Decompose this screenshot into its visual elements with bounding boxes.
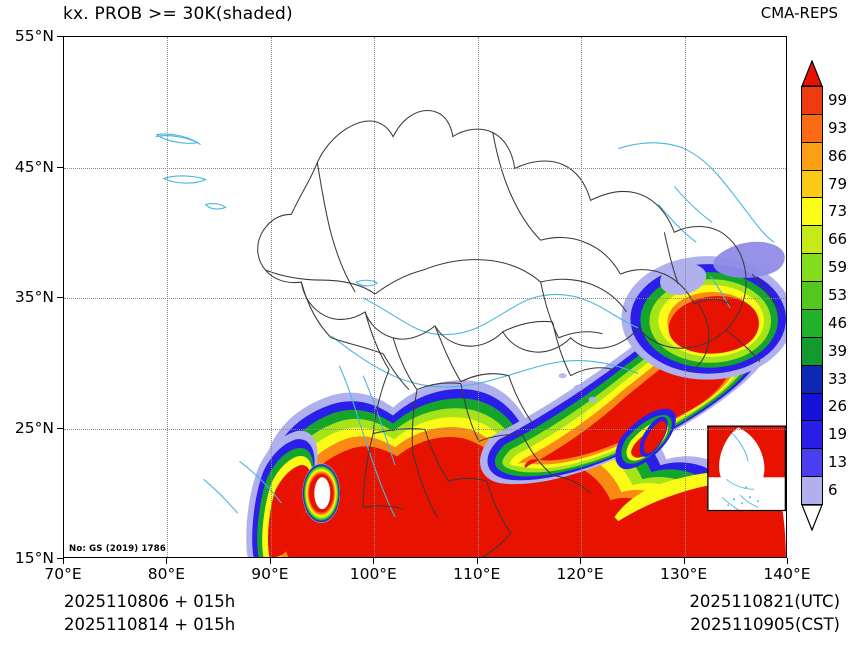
ytick-15N bbox=[57, 558, 63, 559]
xtick-110E bbox=[476, 558, 478, 564]
colorbar-tick-label: 79 bbox=[828, 174, 848, 193]
colorbar-tick-label: 46 bbox=[828, 313, 848, 332]
ytick-25N bbox=[57, 427, 63, 429]
xlabel-80E: 80°E bbox=[147, 565, 186, 583]
colorbar-cell bbox=[801, 448, 823, 478]
colorbar-cell bbox=[801, 336, 823, 366]
inset-panel bbox=[707, 425, 786, 512]
colorbar-cells bbox=[801, 86, 823, 506]
colorbar-tick-label: 33 bbox=[828, 369, 848, 388]
colorbar-cell bbox=[801, 197, 823, 227]
colorbar-tick-label: 13 bbox=[828, 453, 848, 472]
xtick-130E bbox=[683, 558, 685, 564]
xlabel-90E: 90°E bbox=[251, 565, 289, 583]
colorbar-cell bbox=[801, 141, 823, 171]
colorbar-cell bbox=[801, 86, 823, 116]
xtick-100E bbox=[373, 558, 375, 564]
xlabel-140E: 140°E bbox=[763, 565, 811, 583]
colorbar-tick-label: 53 bbox=[828, 286, 848, 304]
init-time-utc: 2025110806 + 015h bbox=[64, 592, 236, 611]
colorbar-cell bbox=[801, 364, 823, 394]
valid-time-utc: 2025110821(UTC) bbox=[689, 592, 840, 611]
page-title: kx. PROB >= 30K(shaded) bbox=[63, 4, 293, 24]
colorbar-cell bbox=[801, 253, 823, 283]
xlabel-120E: 120°E bbox=[556, 565, 604, 583]
model-label: CMA-REPS bbox=[760, 4, 838, 22]
colorbar-tick-label: 73 bbox=[828, 202, 848, 221]
ytick-35N bbox=[57, 297, 63, 298]
colorbar-cell bbox=[801, 308, 823, 338]
map-watermark: No: GS (2019) 1786 bbox=[69, 544, 167, 554]
colorbar-cell bbox=[801, 169, 823, 199]
colorbar-tick-label: 39 bbox=[828, 341, 848, 360]
ylabel-25N: 25°N bbox=[14, 418, 54, 437]
ylabel-35N: 35°N bbox=[14, 288, 54, 306]
ylabel-45N: 45°N bbox=[14, 157, 54, 176]
xlabel-70E: 70°E bbox=[44, 565, 82, 583]
colorbar-under-arrow-icon bbox=[801, 504, 823, 531]
xlabel-100E: 100°E bbox=[349, 565, 397, 583]
init-time-cst: 2025110814 + 015h bbox=[64, 615, 236, 634]
xtick-70E bbox=[63, 558, 64, 564]
ytick-45N bbox=[57, 166, 63, 168]
colorbar-tick-label: 66 bbox=[828, 230, 848, 249]
colorbar-cell bbox=[801, 476, 823, 506]
map-canvas: No: GS (2019) 1786 bbox=[64, 37, 786, 557]
colorbar-over-arrow-icon bbox=[801, 60, 823, 87]
xlabel-110E: 110°E bbox=[453, 565, 501, 583]
xlabel-130E: 130°E bbox=[660, 565, 708, 583]
colorbar-tick-label: 26 bbox=[828, 397, 848, 416]
colorbar-cell bbox=[801, 225, 823, 255]
colorbar-tick-label: 6 bbox=[828, 481, 838, 500]
ytick-55N bbox=[57, 36, 63, 37]
administrative-borders-layer bbox=[257, 110, 781, 557]
xtick-80E bbox=[166, 558, 168, 564]
colorbar-tick-label: 99 bbox=[828, 90, 848, 109]
colorbar-tick-label: 19 bbox=[828, 425, 848, 444]
valid-time-cst: 2025110905(CST) bbox=[690, 615, 840, 634]
ylabel-55N: 55°N bbox=[14, 27, 54, 45]
shaded-probability-field bbox=[246, 241, 786, 557]
xtick-90E bbox=[269, 558, 271, 564]
colorbar-cell bbox=[801, 281, 823, 311]
colorbar-cell bbox=[801, 420, 823, 450]
map-plot-area[interactable]: No: GS (2019) 1786 bbox=[63, 36, 787, 558]
valid-time-right: 2025110821(UTC) 2025110905(CST) bbox=[689, 590, 840, 636]
ylabel-15N: 15°N bbox=[14, 549, 54, 567]
valid-time-left: 2025110806 + 015h 2025110814 + 015h bbox=[64, 590, 235, 636]
xtick-120E bbox=[580, 558, 582, 564]
map-graphic bbox=[155, 110, 786, 557]
xtick-140E bbox=[787, 558, 788, 564]
colorbar-tick-label: 86 bbox=[828, 146, 848, 165]
colorbar-tick-label: 93 bbox=[828, 118, 848, 137]
colorbar-cell bbox=[801, 392, 823, 422]
colorbar-tick-label: 59 bbox=[828, 258, 848, 277]
colorbar[interactable]: 99 93 86 79 73 66 59 53 46 39 33 26 19 13 6 bbox=[801, 60, 847, 531]
colorbar-cell bbox=[801, 113, 823, 143]
